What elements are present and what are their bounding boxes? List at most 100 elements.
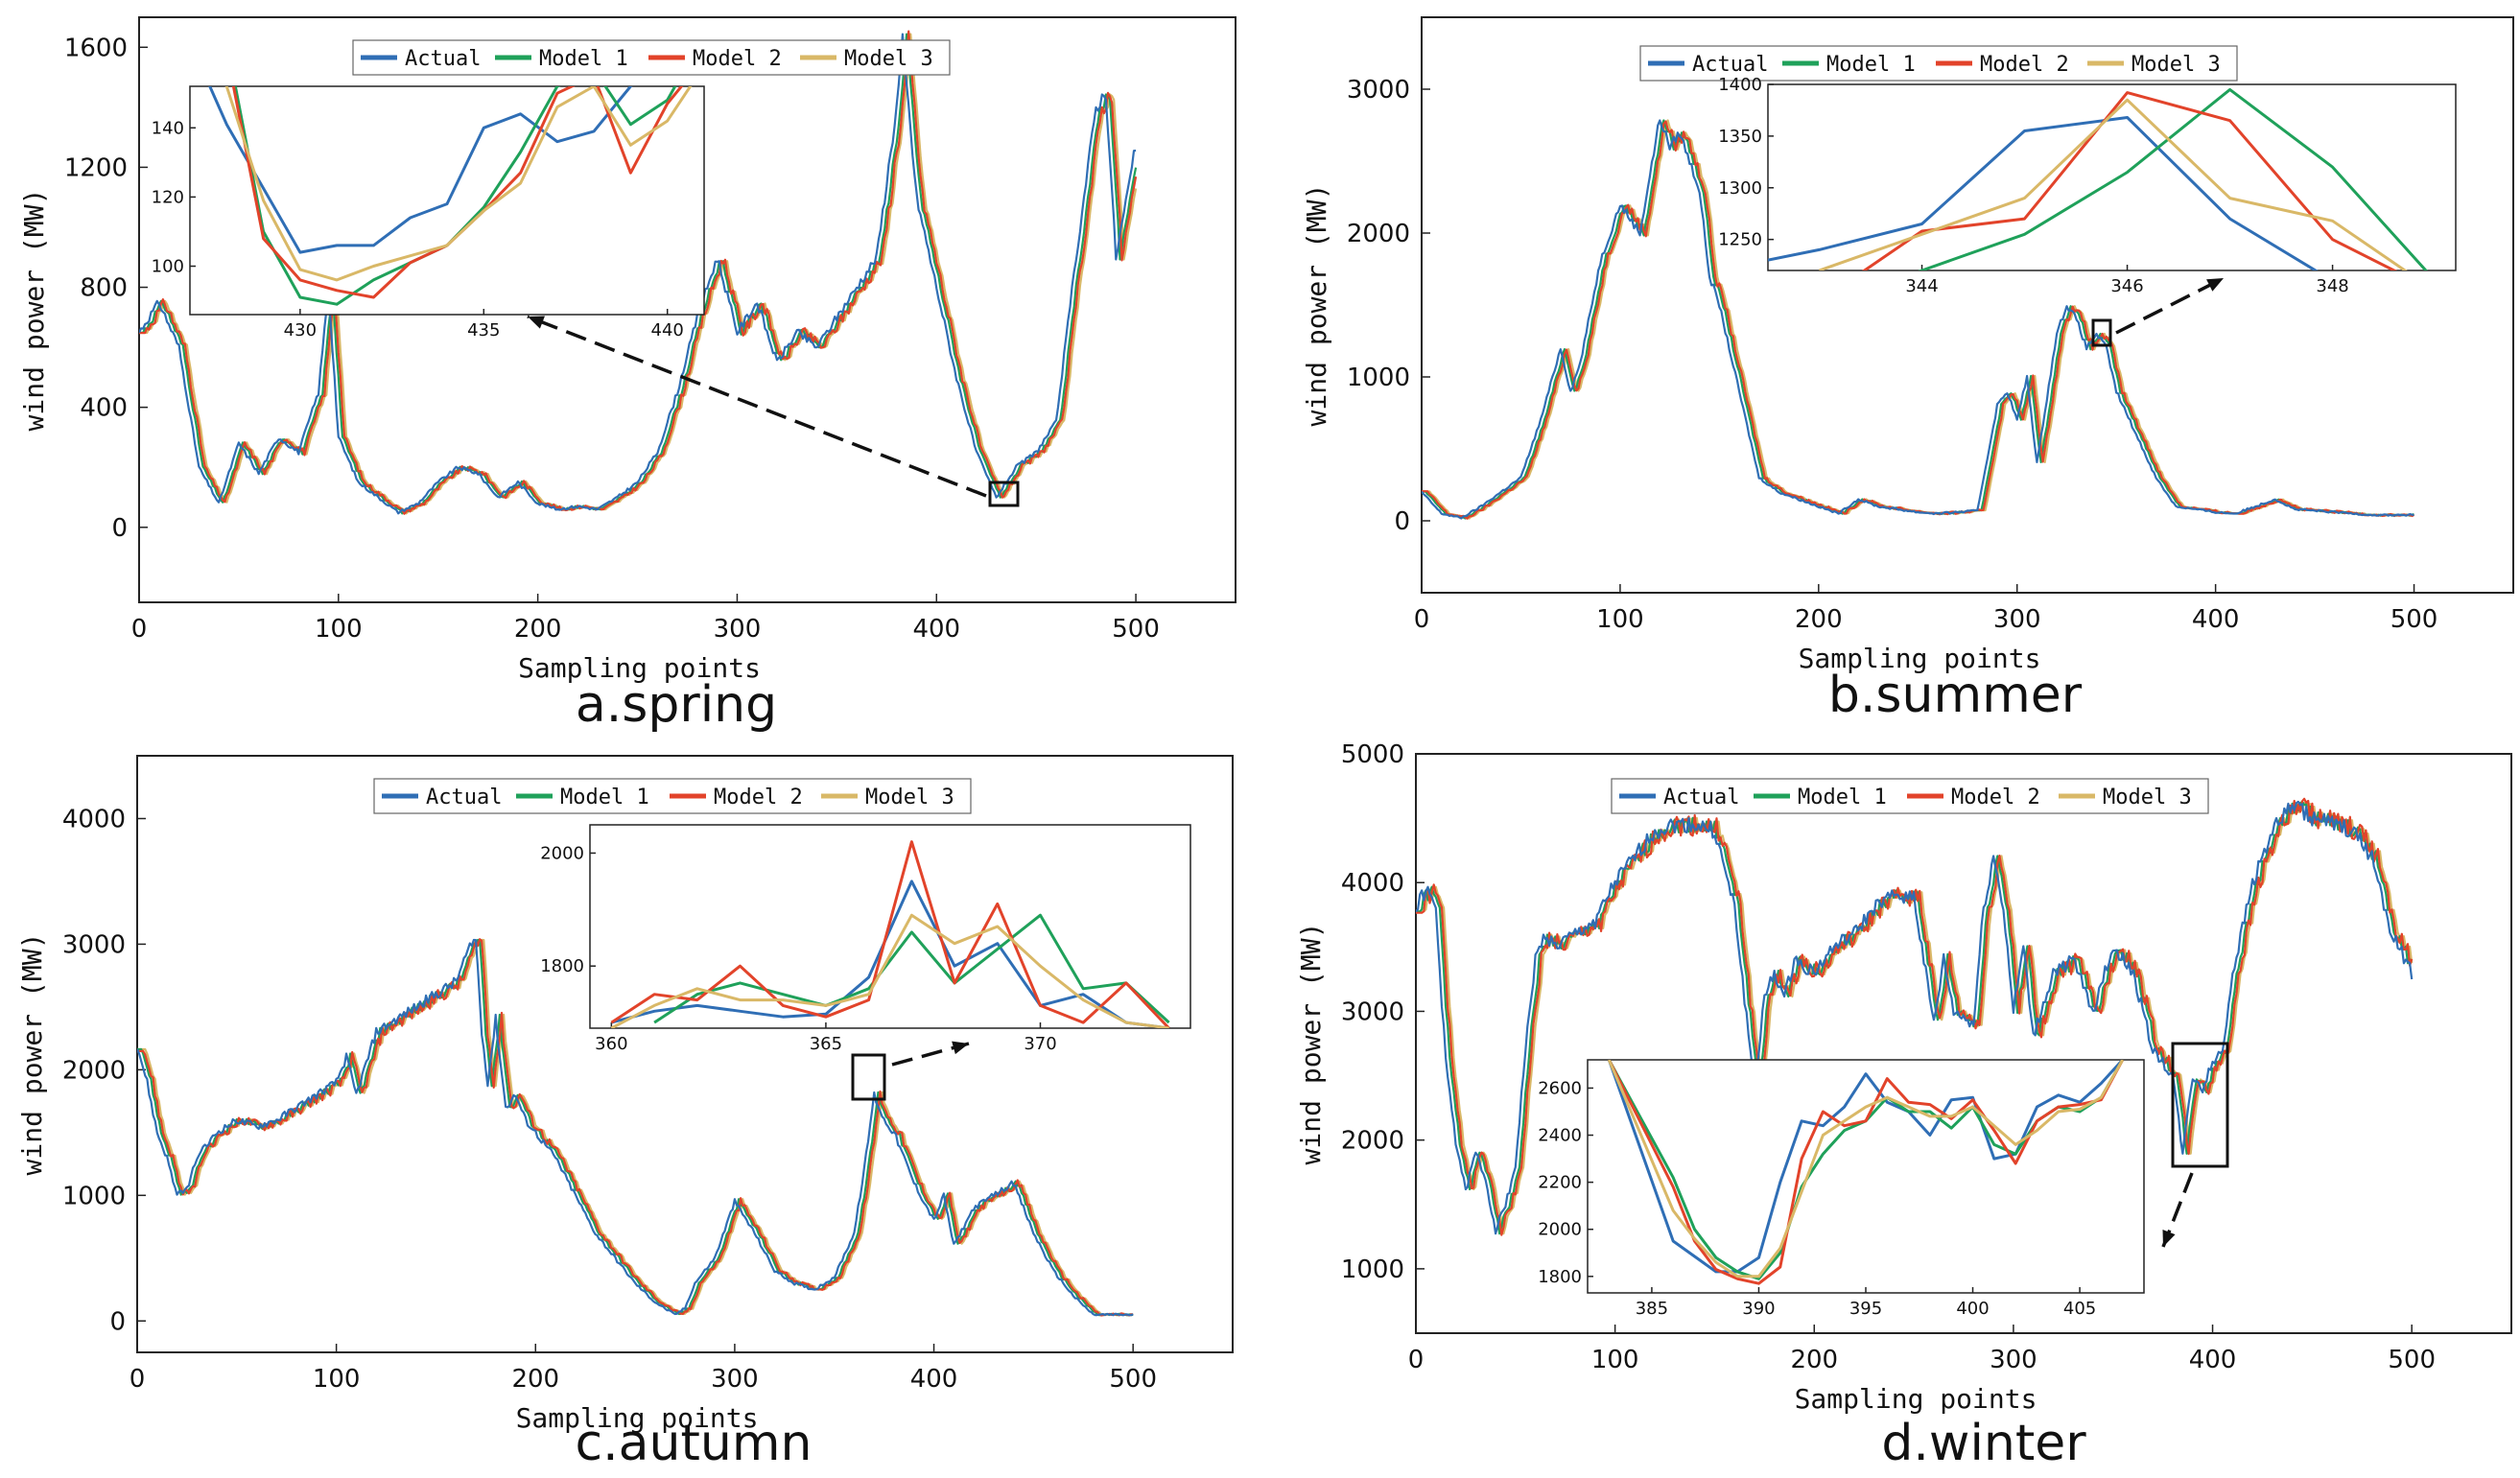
main-axis-y-tick-label: 1600 [64, 34, 128, 62]
series-line-model-2 [137, 938, 1134, 1317]
inset-series-line-model-1 [653, 913, 1170, 1024]
main-axis-y-tick-label: 2000 [62, 1056, 126, 1085]
main-lines [139, 30, 1138, 515]
inset-lines [1768, 87, 2428, 270]
legend-label-model-3: Model 3 [865, 786, 954, 809]
y-axis-label: wind power (MW) [1295, 923, 1327, 1165]
inset-chart: 360 365 370 1800 2000 [540, 824, 1191, 1054]
zoom-arrow-line [2115, 276, 2225, 335]
main-axis-x-tick-label: 100 [315, 615, 363, 644]
x-axis-label: Sampling points [516, 1402, 759, 1434]
legend-label-model-1: Model 1 [1798, 786, 1887, 809]
main-lines [1416, 797, 2414, 1236]
series-line-model-1 [139, 33, 1138, 515]
inset-lines [208, 86, 693, 306]
zoom-arrow-head [528, 316, 545, 329]
main-axis-y-tick-label: 1200 [64, 153, 128, 182]
main-axis-x-tick-label: 0 [131, 615, 148, 644]
series-line-actual [1422, 119, 2414, 520]
main-axis-y-tick-label: 2000 [1347, 220, 1410, 248]
inset-series-line-actual [1768, 116, 2319, 270]
legend-label-actual: Actual [1663, 786, 1739, 809]
main-axis-x-tick-label: 200 [1790, 1346, 1838, 1374]
zoom-arrow-head [2162, 1230, 2176, 1247]
main-axis-x-tick-label: 400 [910, 1365, 958, 1394]
inset-lines [610, 840, 1170, 1028]
main-axis-y-tick-label: 5000 [1341, 740, 1404, 769]
main-axis-y-tick-label: 1000 [62, 1182, 126, 1210]
inset-axis-x-tick-label: 385 [1636, 1299, 1668, 1319]
panel-4: 0 100 200 300 400 500 1000 2000 3000 4000 5000 Samp… [1295, 740, 2512, 1472]
main-axis-x-tick-label: 200 [514, 615, 562, 644]
main-axis-y-tick-label: 3000 [62, 930, 126, 959]
inset-axis-x-tick-label: 344 [1905, 276, 1938, 296]
main-axis-y-tick-label: 0 [111, 514, 128, 543]
main-axis-x-tick-label: 100 [313, 1365, 361, 1394]
legend-label-model-3: Model 3 [2131, 53, 2221, 77]
panel-2: 0 100 200 300 400 500 0 1000 2000 3000 Sampling po… [1301, 16, 2514, 724]
inset-series-line-actual [611, 880, 1169, 1028]
inset-axis-y-tick-label: 1800 [1538, 1267, 1582, 1287]
inset-series-line-model-3 [1607, 1060, 2125, 1279]
inset-series-line-model-1 [1918, 87, 2428, 270]
inset-series-line-model-3 [1819, 98, 2408, 270]
inset-axis-y-tick-label: 2000 [1538, 1220, 1582, 1240]
inset-axis-y-tick-label: 2400 [1538, 1126, 1582, 1146]
main-axis-x-tick-label: 200 [1795, 605, 1843, 634]
main-axis-y-tick-label: 800 [80, 274, 128, 303]
inset-axis-x-tick-label: 405 [2063, 1299, 2096, 1319]
inset-series-line-model-2 [610, 840, 1170, 1028]
main-axis-x-tick-label: 100 [1596, 605, 1644, 634]
inset-axis-x-tick-label: 346 [2110, 276, 2143, 296]
inset-series-line-model-3 [224, 86, 693, 282]
panel-label: a.spring [576, 676, 777, 734]
inset-axis-x-tick-label: 370 [1024, 1034, 1056, 1054]
inset-axis-x-tick-label: 400 [1956, 1299, 1989, 1319]
main-axis-x-tick-label: 100 [1591, 1346, 1639, 1374]
main-axis-y-tick-label: 2000 [1341, 1127, 1404, 1156]
main-axis-y-tick-label: 4000 [62, 805, 126, 833]
inset-axis-y-tick-label: 2000 [540, 843, 584, 863]
inset-axis-x-tick-label: 365 [810, 1034, 842, 1054]
zoom-region-marker [988, 481, 1020, 507]
main-axis-x-tick-label: 500 [1109, 1365, 1157, 1394]
inset-axis-x-tick-label: 435 [467, 320, 500, 340]
inset-axis-x-tick-label: 430 [284, 320, 317, 340]
inset-axis-y-tick-label: 2600 [1538, 1078, 1582, 1098]
inset-lines [1607, 1060, 2125, 1285]
y-axis-label: wind power (MW) [16, 933, 48, 1176]
legend-label-actual: Actual [405, 47, 481, 71]
legend-label-model-2: Model 2 [1980, 53, 2069, 77]
legend-label-actual: Actual [426, 786, 502, 809]
main-axis-y-tick-label: 0 [109, 1307, 126, 1336]
legend-label-model-2: Model 2 [1951, 786, 2040, 809]
main-axis-x-tick-label: 0 [1408, 1346, 1425, 1374]
inset-axis-x-tick-label: 348 [2316, 276, 2348, 296]
inset-axis-y-tick-label: 2200 [1538, 1173, 1582, 1193]
series-line-actual [137, 938, 1134, 1317]
inset-axis-y-tick-label: 1400 [1718, 75, 1762, 95]
inset-chart: 344 346 348 1250 1300 1350 1400 [1718, 75, 2457, 296]
inset-axis-x-tick-label: 390 [1742, 1299, 1775, 1319]
main-axis-y-tick-label: 400 [80, 394, 128, 423]
inset-series-line-actual [208, 86, 633, 254]
inset-series-line-actual [1607, 1060, 2124, 1274]
legend-label-model-2: Model 2 [714, 786, 803, 809]
panel-label: c.autumn [576, 1415, 813, 1472]
inset-axis-y-tick-label: 140 [152, 118, 184, 138]
legend-label-actual: Actual [1692, 53, 1768, 77]
main-axis-y-tick-label: 3000 [1347, 76, 1410, 105]
series-line-actual [1416, 800, 2414, 1235]
inset-series-line-model-2 [1607, 1060, 2125, 1285]
panel-label: b.summer [1828, 667, 2083, 724]
main-axis-x-tick-label: 300 [711, 1365, 759, 1394]
zoom-arrow-line [527, 315, 987, 498]
main-axis-x-tick-label: 0 [1414, 605, 1430, 634]
legend-label-model-3: Model 3 [2103, 786, 2192, 809]
inset-chart: 385 390 395 400 405 1800 2000 2200 2400 2600 [1538, 1059, 2145, 1319]
inset-axis-x-tick-label: 395 [1849, 1299, 1882, 1319]
main-axis-x-tick-label: 200 [511, 1365, 559, 1394]
series-line-model-3 [137, 938, 1134, 1317]
series-line-actual [139, 33, 1137, 515]
